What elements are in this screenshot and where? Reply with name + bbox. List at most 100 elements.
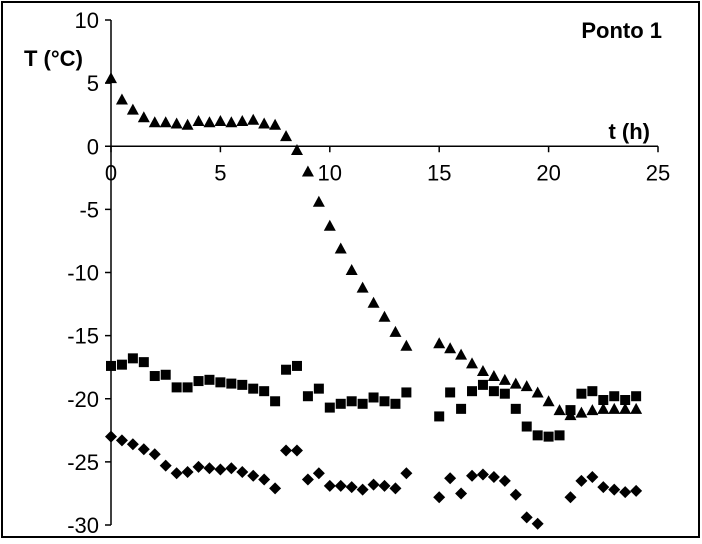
- square-point: [598, 395, 609, 406]
- square-point: [226, 378, 237, 389]
- y-tick-label: 0: [87, 134, 99, 159]
- diamond-point: [520, 511, 533, 524]
- triangle-point: [498, 373, 511, 385]
- diamond-point: [323, 479, 336, 492]
- diamond-point: [586, 471, 599, 484]
- square-point: [510, 403, 521, 414]
- diamond-point: [170, 467, 183, 480]
- y-tick-label: -5: [79, 197, 99, 222]
- triangle-point: [608, 402, 621, 414]
- diamond-point: [597, 481, 610, 494]
- diamond-point: [466, 469, 479, 482]
- square-point: [565, 405, 576, 416]
- triangle-point: [476, 364, 489, 376]
- triangle-point: [301, 165, 314, 177]
- y-tick-label: 5: [87, 71, 99, 96]
- square-point: [456, 403, 467, 414]
- square-point: [335, 398, 346, 409]
- triangle-point: [367, 296, 380, 308]
- triangle-point: [597, 402, 610, 414]
- diamond-point: [630, 484, 643, 497]
- diamond-point: [301, 473, 314, 486]
- square-point: [587, 386, 598, 397]
- square-point: [532, 430, 543, 441]
- x-tick-label: 15: [427, 160, 451, 185]
- diamond-point: [444, 472, 457, 485]
- triangle-point: [509, 377, 522, 389]
- diamond-point: [192, 460, 205, 473]
- diamond-point: [181, 465, 194, 478]
- diamond-point: [214, 463, 227, 476]
- y-tick-label: -20: [67, 387, 99, 412]
- triangle-point: [487, 370, 500, 382]
- triangle-point: [126, 103, 139, 115]
- diamond-point: [225, 462, 238, 475]
- triangle-point: [378, 310, 391, 322]
- triangle-point: [542, 395, 555, 407]
- triangle-point: [575, 406, 588, 418]
- square-point: [620, 395, 631, 406]
- triangle-point: [312, 195, 325, 207]
- diamond-point: [236, 465, 249, 478]
- triangle-point: [290, 144, 303, 156]
- x-axis-label: t (h): [608, 119, 650, 144]
- square-point: [357, 398, 368, 409]
- diamond-point: [455, 487, 468, 500]
- triangle-point: [148, 116, 161, 128]
- square-point: [390, 398, 401, 409]
- triangle-point: [630, 402, 643, 414]
- triangle-point: [236, 115, 249, 126]
- x-tick-label: 10: [318, 160, 342, 185]
- diamond-point: [367, 478, 380, 491]
- square-point: [401, 387, 412, 398]
- triangle-point: [619, 402, 632, 414]
- diamond-point: [247, 469, 260, 482]
- square-point: [445, 387, 456, 398]
- diamond-point: [575, 474, 588, 487]
- square-point: [193, 376, 204, 387]
- square-point: [477, 379, 488, 390]
- diamond-point: [564, 491, 577, 504]
- square-point: [609, 391, 620, 402]
- y-tick-label: -15: [67, 324, 99, 349]
- square-point: [543, 431, 554, 442]
- square-point: [204, 374, 215, 385]
- diamond-point: [269, 482, 282, 495]
- triangle-point: [345, 263, 358, 275]
- diamond-point: [498, 474, 511, 487]
- triangle-point: [269, 118, 282, 130]
- triangle-point: [389, 325, 402, 337]
- square-point: [215, 377, 226, 388]
- x-tick-label: 25: [646, 160, 670, 185]
- square-point: [324, 402, 335, 413]
- square-point: [631, 391, 642, 402]
- diamond-point: [115, 434, 128, 447]
- square-point: [281, 364, 292, 375]
- diamond-point: [105, 430, 117, 443]
- diamond-point: [203, 462, 216, 475]
- diamond-point: [126, 438, 139, 451]
- diamond-point: [608, 483, 621, 496]
- triangle-point: [203, 116, 216, 128]
- square-point: [467, 386, 478, 397]
- square-point: [313, 383, 324, 394]
- square-point: [248, 383, 259, 394]
- diamond-point: [378, 479, 391, 492]
- triangle-point: [586, 404, 599, 416]
- diamond-point: [487, 471, 500, 484]
- triangle-point: [356, 281, 369, 293]
- triangle-point: [466, 357, 479, 369]
- square-point: [270, 396, 281, 407]
- triangle-point: [553, 404, 566, 416]
- y-tick-label: -30: [67, 513, 99, 538]
- square-point: [237, 379, 248, 390]
- y-tick-label: 10: [75, 8, 99, 33]
- diamond-point: [356, 483, 369, 496]
- diamond-point: [312, 467, 325, 480]
- diamond-point: [389, 482, 402, 495]
- diamond-point: [159, 459, 172, 472]
- square-point: [291, 360, 302, 371]
- diamond-point: [619, 486, 632, 499]
- diamond-point: [345, 481, 358, 494]
